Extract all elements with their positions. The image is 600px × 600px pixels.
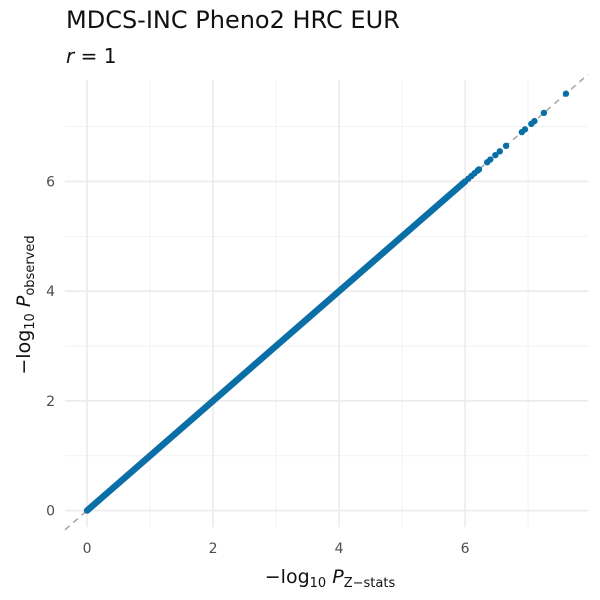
x-tick-label: 4 [335, 541, 344, 557]
y-axis-title-subscript: 10 [23, 313, 38, 330]
y-tick-label: 2 [46, 394, 55, 410]
dense-point-band [83, 178, 469, 514]
data-point [531, 117, 538, 125]
data-point [492, 151, 499, 159]
data-point [562, 90, 570, 97]
data-points [465, 90, 570, 182]
grid [65, 80, 588, 527]
data-point [540, 109, 548, 117]
x-axis-title-var-subscript: Z−stats [344, 576, 396, 591]
y-axis-title-var: P [13, 295, 35, 307]
x-tick-label: 0 [83, 541, 92, 557]
x-axis-title-subscript: 10 [310, 576, 327, 591]
subtitle-symbol: r [66, 44, 75, 68]
dense-points [83, 178, 469, 514]
chart-subtitle: r = 1 [66, 44, 116, 68]
y-axis-title: −log10 Pobserved [13, 235, 38, 374]
y-axis-title-var-subscript: observed [23, 235, 38, 295]
y-tick-label: 6 [46, 174, 55, 190]
y-axis-title-prefix: −log [13, 330, 35, 375]
subtitle-operator: = [80, 44, 98, 68]
tick-labels: 0 2 4 6 0 2 4 6 [46, 174, 470, 557]
chart-title: MDCS-INC Pheno2 HRC EUR [66, 6, 400, 34]
subtitle-value: 1 [103, 44, 117, 68]
y-tick-label: 0 [46, 504, 55, 520]
data-point [487, 156, 494, 163]
x-axis-title-var: P [332, 566, 344, 588]
x-tick-label: 6 [461, 541, 470, 557]
data-point [475, 166, 483, 173]
x-tick-label: 2 [209, 541, 218, 557]
y-tick-label: 4 [46, 284, 55, 300]
x-axis-title-prefix: −log [265, 566, 310, 588]
data-point [496, 148, 503, 155]
data-point [502, 142, 510, 150]
x-axis-title: −log10 PZ−stats [265, 566, 396, 591]
data-point [521, 126, 529, 133]
